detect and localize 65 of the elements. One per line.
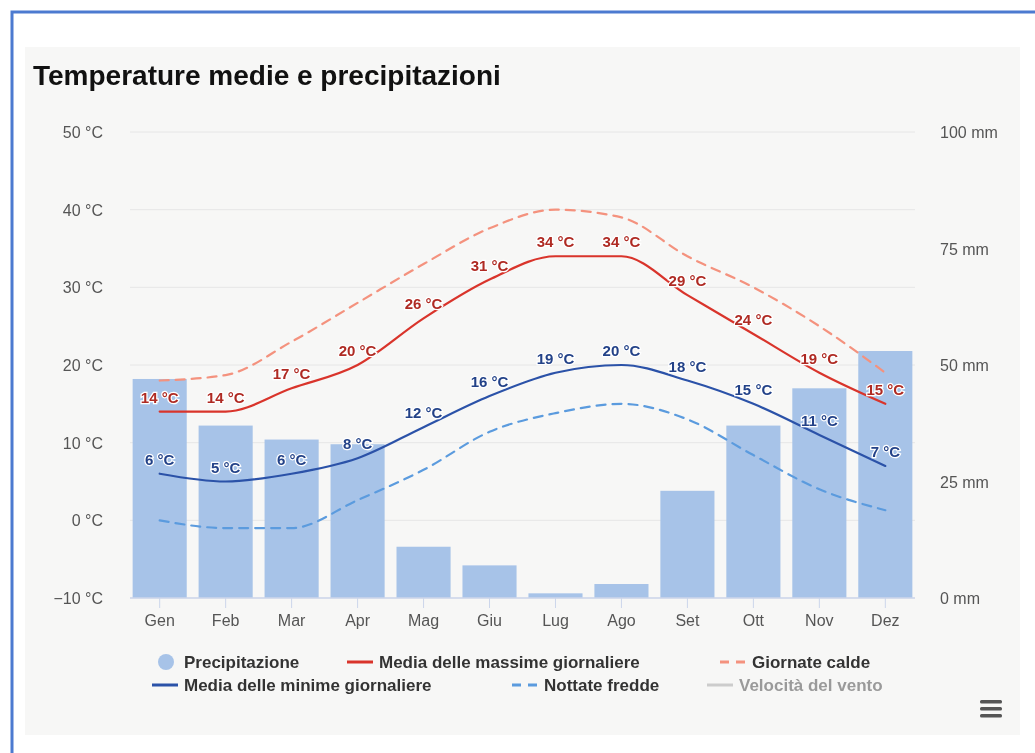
chart-title: Temperature medie e precipitazioni bbox=[33, 60, 501, 91]
legend-label: Giornate calde bbox=[752, 653, 871, 672]
bar bbox=[660, 490, 715, 598]
y-tick-label: 30 °C bbox=[62, 279, 103, 297]
y2-tick-label: 0 mm bbox=[940, 590, 980, 607]
data-label: 12 °C bbox=[404, 404, 443, 422]
bar bbox=[132, 378, 187, 598]
data-label: 18 °C bbox=[668, 357, 707, 375]
data-label: 19 °C bbox=[536, 349, 575, 367]
data-label: 15 °C bbox=[866, 380, 905, 398]
y2-tick-label: 100 mm bbox=[940, 124, 998, 141]
data-label: 14 °C bbox=[140, 388, 179, 406]
bar bbox=[726, 425, 781, 598]
y-tick-label: 10 °C bbox=[62, 434, 103, 452]
data-label: 20 °C bbox=[602, 342, 641, 359]
y-tick-label: 20 °C bbox=[62, 357, 103, 374]
data-label: 31 °C bbox=[470, 256, 509, 274]
x-tick-label: Feb bbox=[211, 612, 240, 629]
data-label: 5 °C bbox=[210, 458, 241, 476]
y2-tick-label: 25 mm bbox=[940, 473, 989, 491]
data-label: 20 °C bbox=[338, 342, 377, 359]
bar bbox=[396, 546, 451, 598]
bar bbox=[594, 584, 649, 598]
y2-tick-label: 75 mm bbox=[940, 240, 989, 258]
y2-tick-label: 50 mm bbox=[940, 357, 989, 374]
x-tick-label: Gen bbox=[144, 612, 175, 629]
bar bbox=[858, 351, 913, 598]
x-tick-label: Ott bbox=[742, 612, 765, 629]
bar bbox=[792, 388, 847, 598]
data-label: 24 °C bbox=[734, 310, 773, 328]
x-tick-label: Giu bbox=[477, 612, 502, 629]
legend-label: Nottate fredde bbox=[544, 676, 660, 695]
data-label: 34 °C bbox=[602, 233, 641, 251]
x-tick-label: Lug bbox=[542, 612, 569, 629]
y-tick-label: −10 °C bbox=[53, 590, 103, 607]
x-tick-label: Mar bbox=[277, 612, 307, 629]
legend-label: Precipitazione bbox=[184, 653, 300, 672]
x-tick-label: Mag bbox=[407, 612, 440, 629]
data-label: 29 °C bbox=[668, 272, 707, 290]
legend-label: Media delle massime giornaliere bbox=[379, 653, 640, 672]
y-tick-label: 40 °C bbox=[62, 201, 103, 219]
x-tick-label: Dez bbox=[871, 612, 900, 629]
x-tick-label: Ago bbox=[607, 612, 636, 629]
data-label: 11 °C bbox=[800, 411, 838, 429]
data-label: 6 °C bbox=[276, 450, 307, 468]
bar bbox=[198, 425, 253, 598]
y-tick-label: 50 °C bbox=[62, 124, 103, 141]
legend-label: Velocità del vento bbox=[739, 676, 883, 695]
bar bbox=[462, 565, 517, 598]
legend-label: Media delle minime giornaliere bbox=[184, 676, 432, 695]
y-tick-label: 0 °C bbox=[71, 512, 103, 530]
data-label: 19 °C bbox=[800, 349, 839, 367]
data-label: 8 °C bbox=[342, 435, 373, 453]
x-tick-label: Apr bbox=[345, 612, 371, 629]
data-label: 14 °C bbox=[206, 388, 245, 406]
data-label: 17 °C bbox=[272, 365, 311, 383]
data-label: 34 °C bbox=[536, 233, 575, 251]
x-tick-label: Set bbox=[675, 612, 700, 629]
data-label: 15 °C bbox=[734, 380, 773, 398]
x-tick-label: Nov bbox=[805, 612, 834, 629]
bar bbox=[264, 439, 319, 598]
data-label: 26 °C bbox=[404, 295, 443, 313]
data-label: 7 °C bbox=[870, 442, 901, 460]
data-label: 6 °C bbox=[145, 450, 175, 468]
data-label: 16 °C bbox=[470, 373, 509, 391]
